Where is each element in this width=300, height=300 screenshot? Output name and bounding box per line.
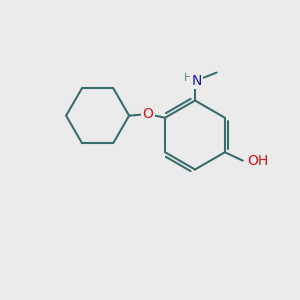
Text: O: O (142, 107, 153, 121)
Text: N: N (191, 74, 202, 88)
Text: OH: OH (248, 154, 268, 168)
Text: H: H (184, 73, 193, 83)
